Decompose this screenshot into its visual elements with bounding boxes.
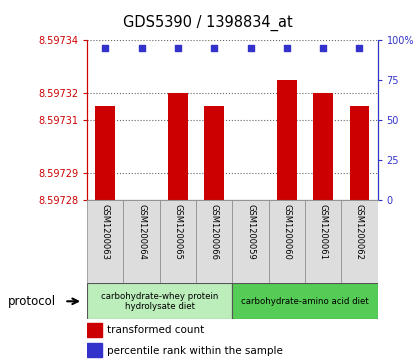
Text: GSM1200062: GSM1200062: [355, 204, 364, 260]
Bar: [87, 200, 124, 283]
Text: carbohydrate-amino acid diet: carbohydrate-amino acid diet: [241, 297, 369, 306]
Point: [175, 45, 181, 51]
Point: [247, 45, 254, 51]
Text: GDS5390 / 1398834_at: GDS5390 / 1398834_at: [122, 15, 293, 31]
Bar: [269, 200, 305, 283]
Text: GSM1200066: GSM1200066: [210, 204, 219, 260]
Bar: [232, 283, 378, 319]
Text: GSM1200059: GSM1200059: [246, 204, 255, 260]
Bar: [241, 200, 261, 363]
Bar: [341, 200, 378, 283]
Bar: [196, 200, 232, 283]
Bar: [305, 200, 341, 283]
Bar: [132, 200, 151, 363]
Text: GSM1200061: GSM1200061: [319, 204, 328, 260]
Point: [211, 45, 217, 51]
Text: GSM1200064: GSM1200064: [137, 204, 146, 260]
Bar: [87, 323, 102, 338]
Bar: [277, 80, 297, 200]
Text: transformed count: transformed count: [107, 325, 205, 335]
Bar: [87, 283, 232, 319]
Point: [138, 45, 145, 51]
Point: [356, 45, 363, 51]
Text: GSM1200063: GSM1200063: [101, 204, 110, 260]
Text: protocol: protocol: [8, 295, 56, 308]
Text: percentile rank within the sample: percentile rank within the sample: [107, 346, 283, 356]
Text: carbohydrate-whey protein
hydrolysate diet: carbohydrate-whey protein hydrolysate di…: [101, 291, 218, 311]
Bar: [349, 106, 369, 200]
Bar: [313, 93, 333, 200]
Bar: [160, 200, 196, 283]
Bar: [204, 106, 224, 200]
Bar: [124, 200, 160, 283]
Text: GSM1200060: GSM1200060: [282, 204, 291, 260]
Point: [320, 45, 327, 51]
Bar: [95, 106, 115, 200]
Bar: [168, 93, 188, 200]
Text: GSM1200065: GSM1200065: [173, 204, 183, 260]
Point: [102, 45, 109, 51]
Bar: [87, 343, 102, 357]
Point: [283, 45, 290, 51]
Bar: [232, 200, 269, 283]
